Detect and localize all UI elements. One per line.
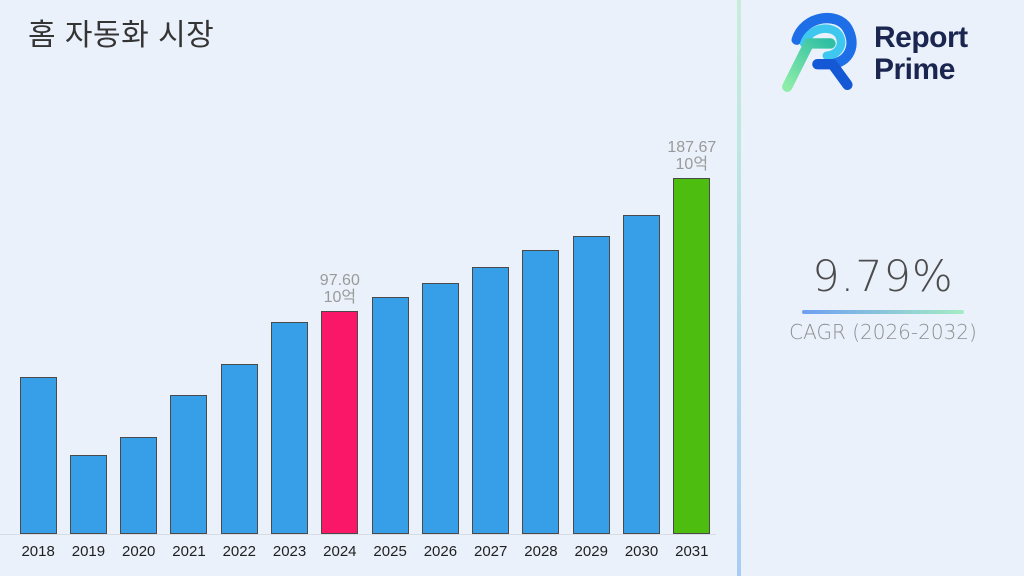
brand-name: Report Prime <box>874 22 968 86</box>
bar-column-2029 <box>566 0 616 534</box>
x-axis-label-2031: 2031 <box>675 543 709 560</box>
bar-2028 <box>522 250 560 534</box>
x-axis-label-2030: 2030 <box>624 543 659 560</box>
x-axis-label-2029: 2029 <box>574 543 608 560</box>
bar-column-2030 <box>616 0 666 534</box>
bar-column-2023 <box>264 0 314 534</box>
bar-column-2025 <box>365 0 415 534</box>
cagr-label: CAGR (2026-2032) <box>789 320 977 344</box>
bar-2018 <box>19 377 57 534</box>
bar-column-2024: 97.60 10억 <box>315 0 365 534</box>
x-axis-label-2020: 2020 <box>122 543 156 560</box>
brand-name-line2: Prime <box>874 53 955 86</box>
cagr-value: 9.79% <box>812 252 954 302</box>
bar-column-2019 <box>63 0 113 534</box>
cagr-block: 9.79% CAGR (2026-2032) <box>758 252 1008 344</box>
x-axis-label-2028: 2028 <box>524 543 558 560</box>
bar-2030 <box>623 215 661 534</box>
x-axis-label-2026: 2026 <box>423 543 458 560</box>
brand-logo: Report Prime <box>776 4 968 98</box>
x-axis-label-2024: 2024 <box>323 543 357 560</box>
bar-chart: 97.60 10억 187.67 10억 2018 2019 2020 2021 2022… <box>0 0 717 560</box>
bar-2024 <box>321 311 359 534</box>
bar-2021 <box>170 395 208 534</box>
bar-column-2021 <box>164 0 214 534</box>
page-title: 홈 자동화 시장 <box>28 19 215 52</box>
bar-column-2031: 187.67 10억 <box>667 0 717 534</box>
bars-row: 97.60 10억 187.67 10억 <box>13 0 717 534</box>
x-axis-label-2021: 2021 <box>172 543 206 560</box>
x-axis-label-2018: 2018 <box>21 543 55 560</box>
cagr-underline <box>802 310 964 314</box>
x-axis-label-2025: 2025 <box>373 543 407 560</box>
x-axis-label-2027: 2027 <box>473 543 508 560</box>
bar-2029 <box>572 236 610 534</box>
x-axis-label-2022: 2022 <box>222 543 256 560</box>
bar-2026 <box>421 283 459 534</box>
bar-2020 <box>120 437 158 534</box>
bar-column-2020 <box>114 0 164 534</box>
bar-column-2027 <box>466 0 516 534</box>
bar-column-2026 <box>415 0 465 534</box>
bar-2031 <box>673 178 711 534</box>
vertical-divider <box>737 0 741 576</box>
bar-column-2018 <box>13 0 63 534</box>
x-axis-baseline <box>0 534 716 535</box>
x-axis-label-2019: 2019 <box>71 543 106 560</box>
bar-value-annotation-2031: 187.67 10억 <box>667 139 717 173</box>
x-axis-labels: 2018 2019 2020 2021 2022 2023 2024 2025 2026 2027… <box>13 543 717 560</box>
bar-2025 <box>371 297 409 534</box>
brand-name-line1: Report <box>874 21 968 54</box>
bar-2019 <box>69 455 107 534</box>
x-axis-label-2023: 2023 <box>272 543 307 560</box>
bar-2022 <box>220 364 258 534</box>
report-prime-r-logo-icon <box>782 12 857 92</box>
bar-value-annotation-2024: 97.60 10억 <box>319 272 360 306</box>
bar-column-2022 <box>214 0 264 534</box>
bar-2023 <box>271 322 309 534</box>
bar-column-2028 <box>516 0 566 534</box>
bar-2027 <box>472 267 510 534</box>
